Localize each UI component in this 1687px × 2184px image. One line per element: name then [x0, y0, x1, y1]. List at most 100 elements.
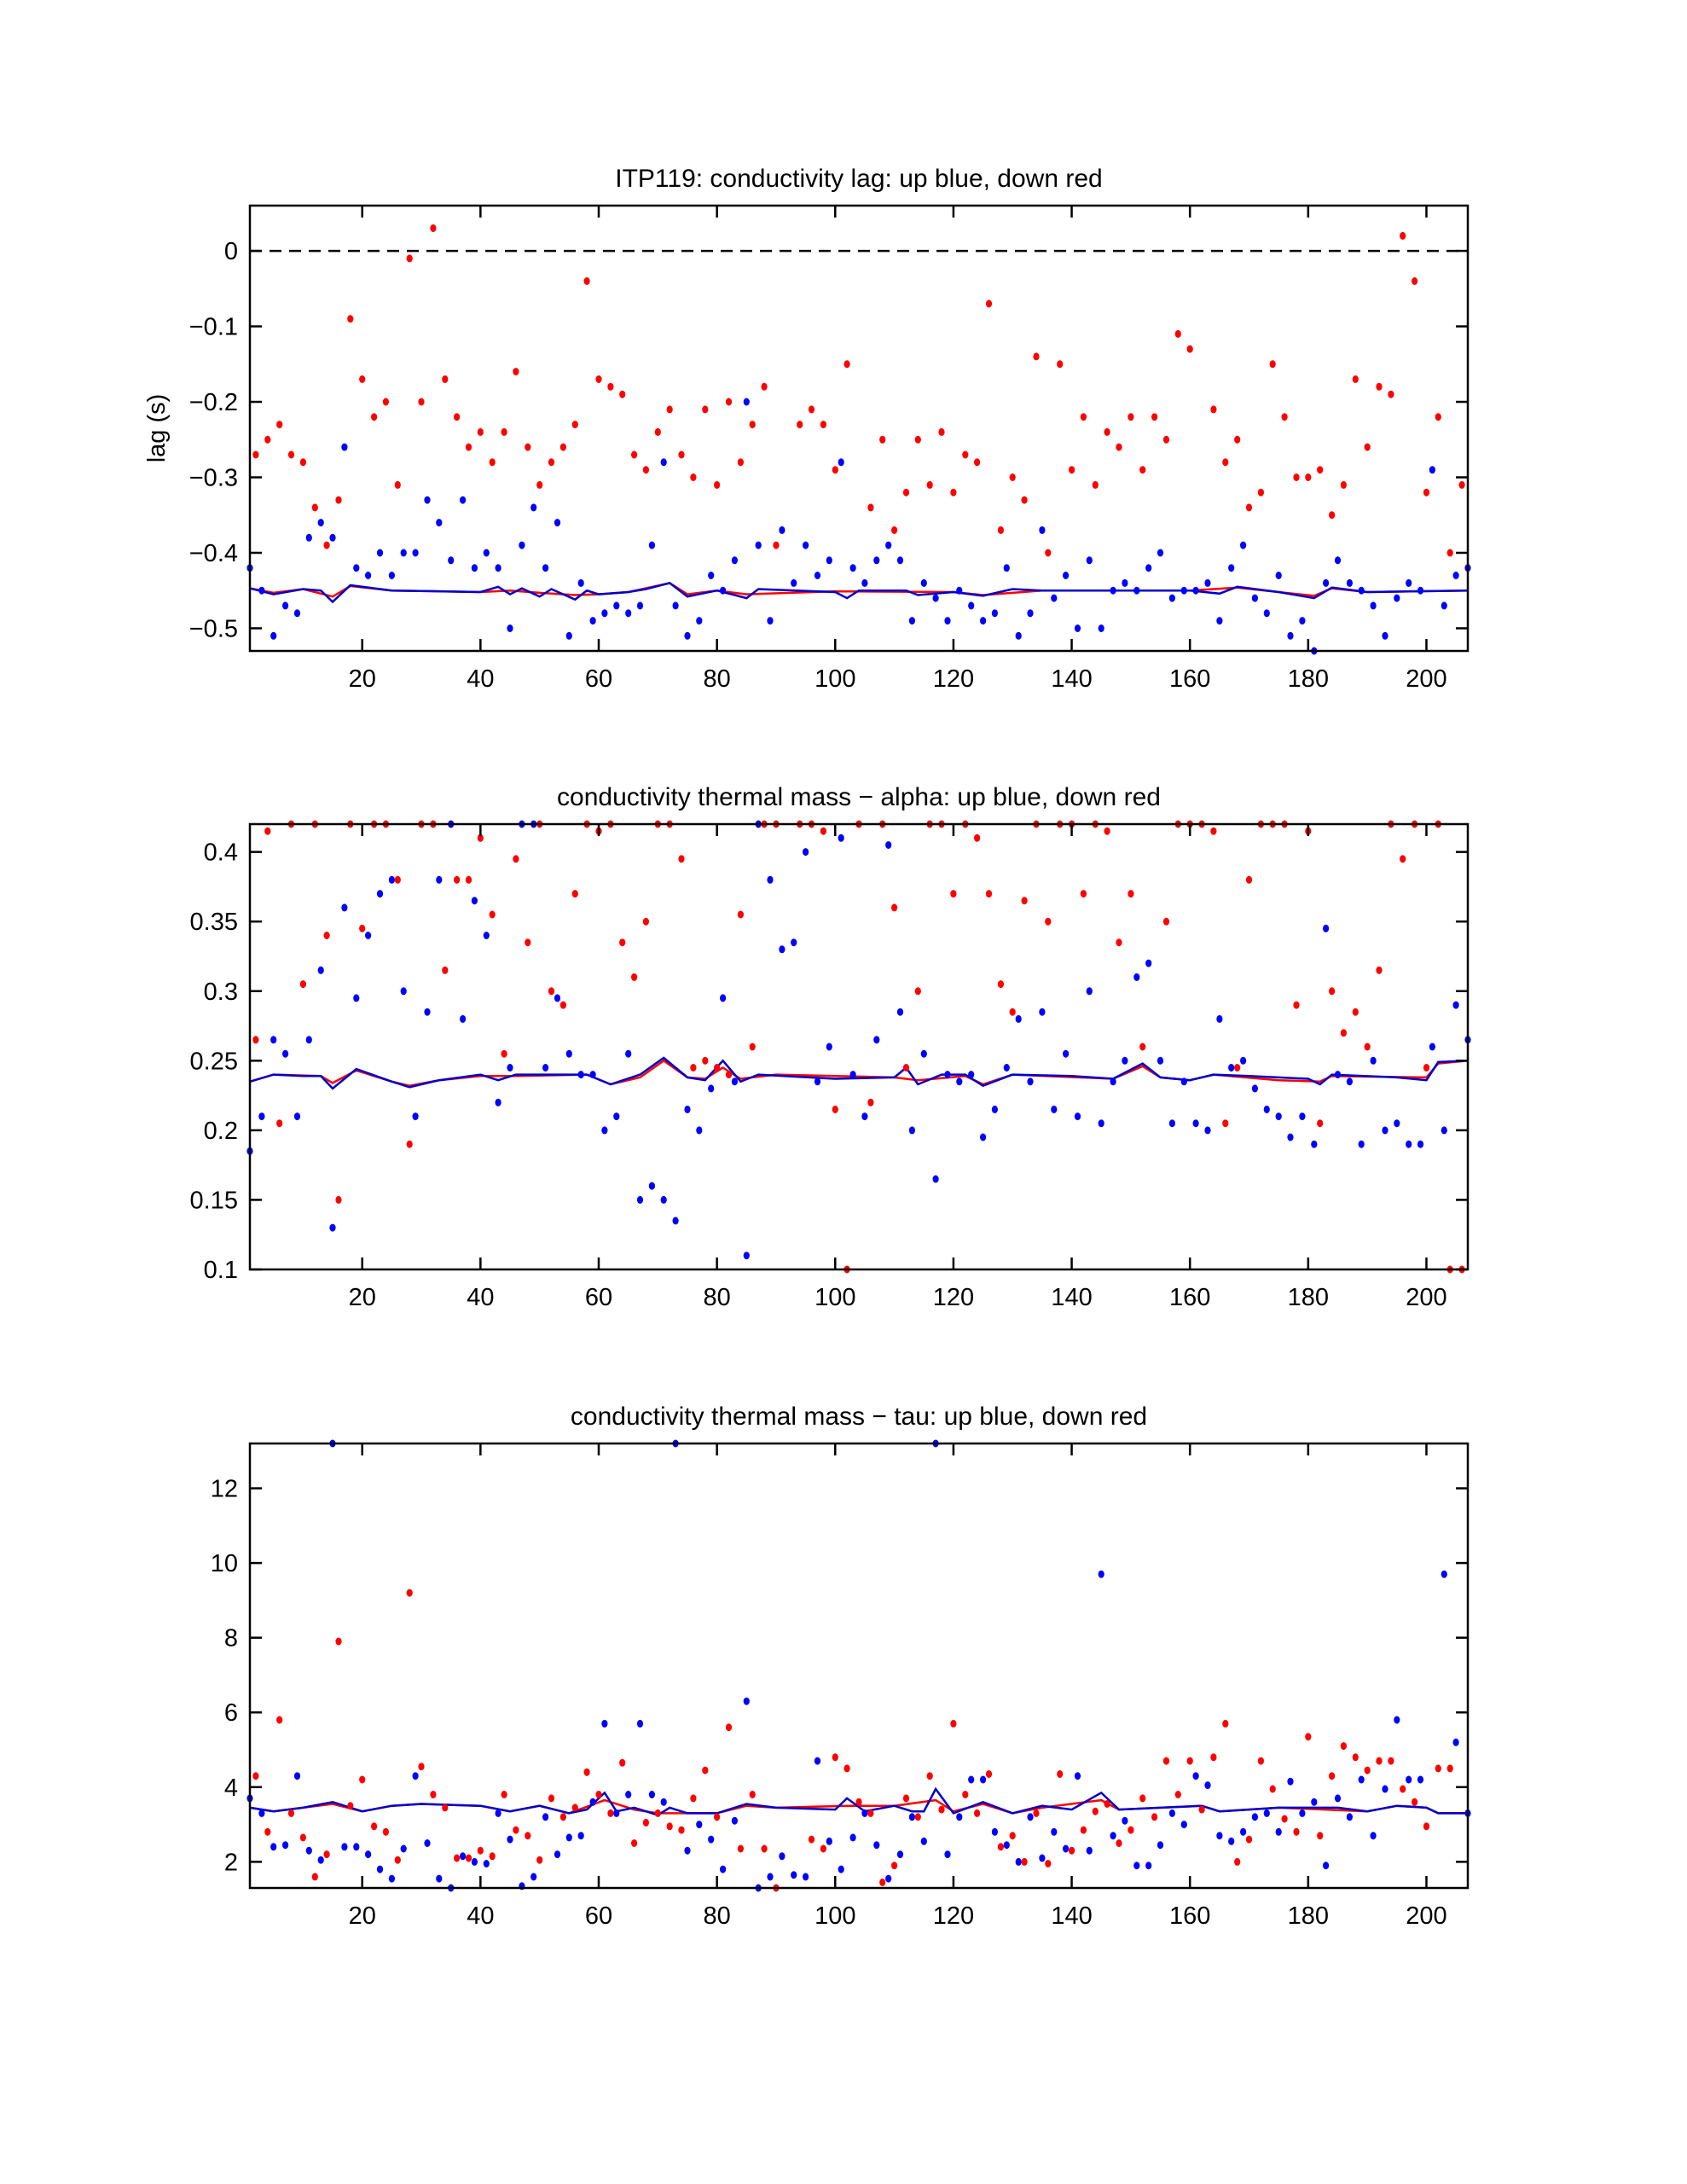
up-point [471, 564, 478, 572]
down-point [442, 375, 449, 383]
down-point [571, 890, 578, 898]
down-point [559, 443, 567, 451]
down-point [1352, 375, 1359, 383]
subplot-3: conductivity thermal mass − tau: up blue… [211, 1403, 1471, 1930]
up-point [376, 1865, 384, 1873]
down-point [938, 1805, 945, 1814]
x-tick-label: 200 [1406, 1284, 1446, 1311]
x-tick-label: 160 [1169, 665, 1210, 693]
up-point [908, 617, 915, 625]
down-point [607, 1809, 614, 1817]
up-point [1251, 1084, 1258, 1093]
up-point [589, 1798, 596, 1806]
up-point [885, 841, 892, 849]
up-point [1133, 586, 1140, 595]
down-point [1352, 1753, 1359, 1762]
x-tick-label: 40 [467, 1902, 494, 1930]
up-point [743, 1697, 750, 1705]
up-point [672, 601, 679, 610]
up-point [1263, 609, 1270, 618]
down-point [1222, 1119, 1229, 1128]
down-point [690, 1794, 697, 1803]
axes-frame [248, 822, 1470, 1271]
down-point [631, 1839, 638, 1847]
y-tick-label: 8 [224, 1625, 238, 1653]
down-point [1092, 480, 1099, 489]
down-point [1104, 427, 1110, 436]
up-point [305, 1036, 312, 1044]
up-point [542, 564, 549, 572]
down-point [985, 299, 993, 308]
down-point [1080, 1826, 1087, 1834]
down-point [902, 488, 910, 497]
down-point [299, 458, 306, 467]
up-point [507, 1064, 513, 1072]
down-point [1352, 1008, 1359, 1016]
up-point [944, 1071, 951, 1079]
up-point [826, 1837, 832, 1845]
up-point [1086, 1846, 1093, 1855]
down-point [501, 427, 507, 436]
down-point [454, 1854, 461, 1862]
down-point [442, 1804, 449, 1812]
up-point [436, 519, 443, 527]
up-point [1299, 617, 1306, 625]
down-point [1162, 435, 1170, 444]
down-point [252, 1772, 259, 1780]
down-point [997, 980, 1004, 989]
down-point [1281, 413, 1288, 421]
x-tick-label: 200 [1406, 1902, 1446, 1930]
down-point [950, 1719, 957, 1728]
down-point [276, 421, 283, 429]
up-point [873, 1841, 880, 1850]
up-point [1228, 1837, 1235, 1845]
x-tick-label: 80 [703, 665, 730, 693]
up-point [1394, 1716, 1400, 1724]
up-point [1358, 1140, 1365, 1148]
up-point [1240, 541, 1247, 549]
up-point [944, 617, 951, 625]
up-point [1122, 578, 1128, 587]
up-point [1180, 1077, 1187, 1086]
up-point [636, 1195, 644, 1204]
up-point [873, 1036, 880, 1044]
up-point [577, 1071, 584, 1079]
down-point [513, 368, 519, 376]
x-tick-label: 40 [467, 1284, 494, 1311]
up-point [1346, 1813, 1353, 1821]
up-point [838, 1865, 844, 1873]
axes-frame [248, 1442, 1470, 1890]
down-point [714, 1064, 721, 1072]
down-point [985, 1770, 993, 1778]
y-tick-label: −0.2 [189, 389, 238, 416]
up-point [577, 578, 584, 587]
down-point [879, 435, 886, 444]
down-point [1340, 1742, 1347, 1751]
down-point [642, 466, 650, 474]
down-point [371, 1822, 378, 1831]
up-point [317, 966, 324, 974]
up-point [648, 541, 656, 549]
down-point [678, 1826, 685, 1834]
down-point [1340, 1029, 1347, 1037]
down-point [299, 1833, 306, 1842]
up-point [826, 1043, 832, 1051]
down-point [1104, 827, 1110, 835]
up-point [1346, 1077, 1353, 1086]
down-point [311, 1873, 318, 1881]
down-point [1245, 1835, 1253, 1844]
up-point [365, 1850, 372, 1859]
x-tick-label: 120 [933, 1902, 974, 1930]
down-point [1045, 917, 1052, 926]
up-point [1157, 549, 1164, 557]
down-point [287, 450, 295, 459]
up-point [896, 556, 904, 565]
up-point [932, 1175, 939, 1183]
up-point [1063, 1844, 1070, 1853]
up-point [589, 617, 596, 625]
up-point [625, 1791, 632, 1798]
down-point [1033, 352, 1040, 361]
up-point [1192, 586, 1199, 595]
up-point [270, 631, 277, 640]
down-point [1069, 466, 1075, 474]
